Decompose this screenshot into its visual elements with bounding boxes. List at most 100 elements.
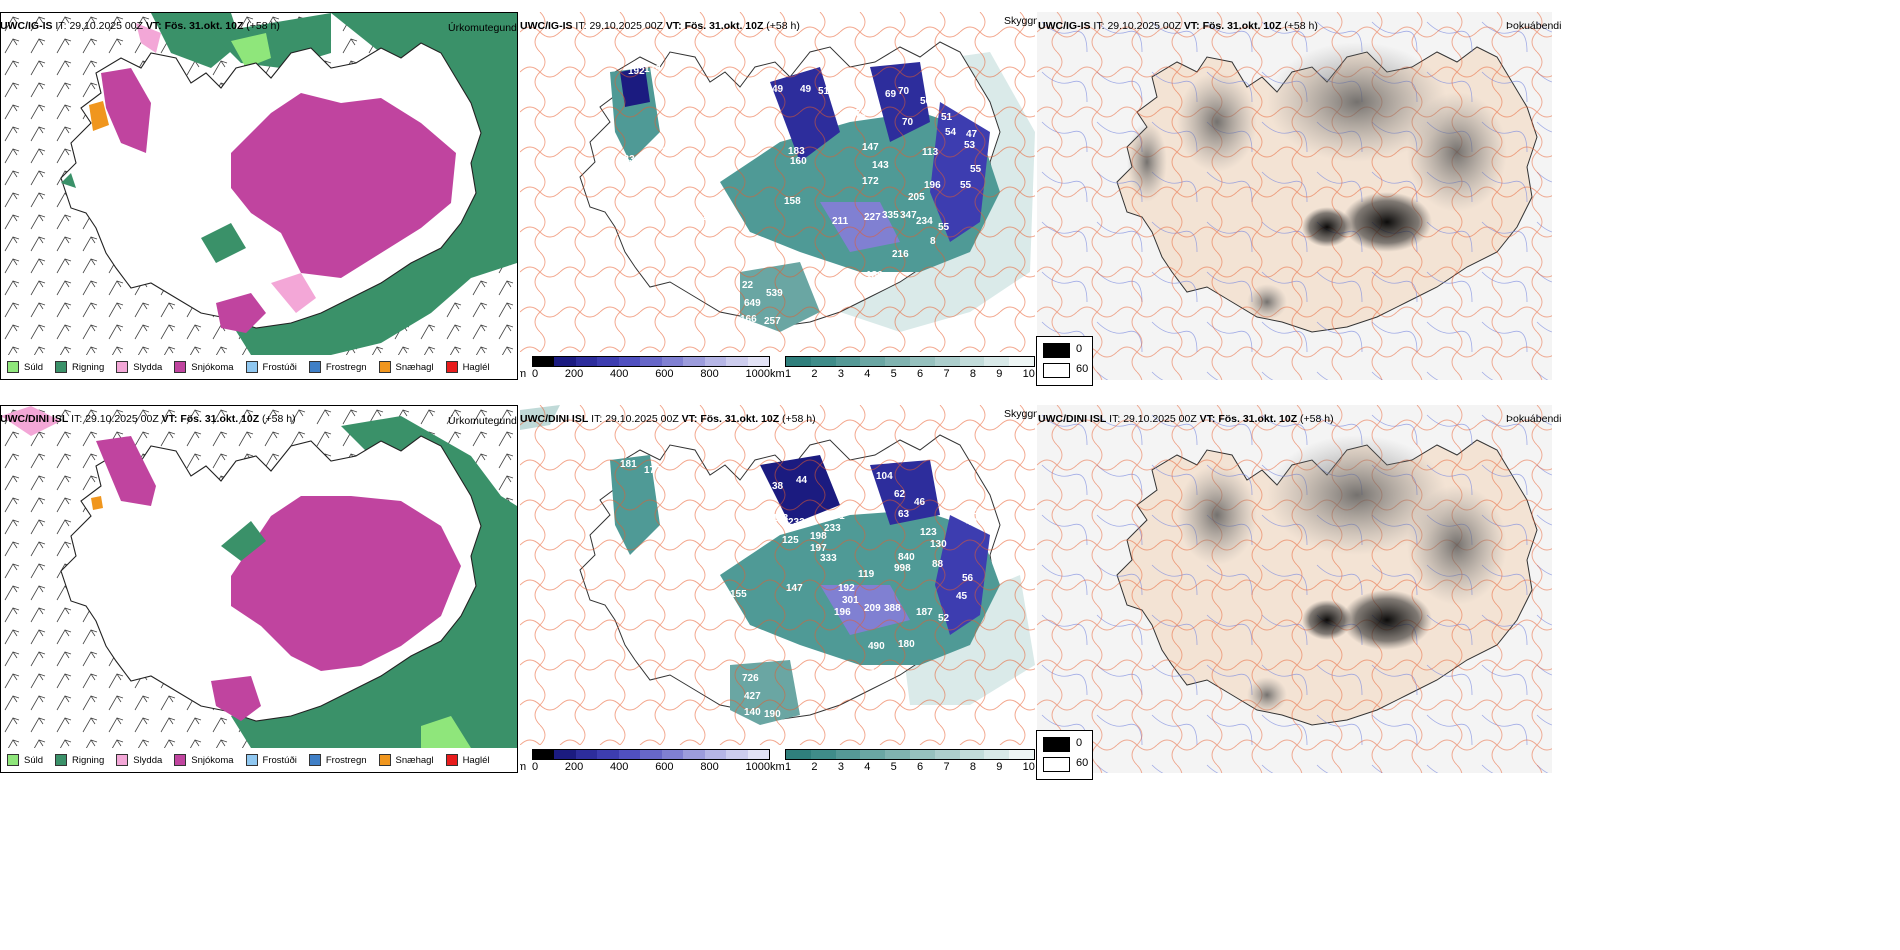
cloud-panel-bottom: 181 177 88 99 62 38 44 52 104 64 62 46 1… <box>520 405 1035 773</box>
cloud-value: 197 <box>810 543 827 554</box>
cloud-value: 118 <box>752 132 769 143</box>
cloud-value: 490 <box>868 641 885 652</box>
fog-label-bottom: Þokuábendi <box>1506 413 1562 425</box>
cloud-value: 147 <box>786 583 803 594</box>
cloud-value: 196 <box>924 180 941 191</box>
tick-label: 800 <box>700 368 719 380</box>
tick-label: 1 <box>785 761 792 773</box>
km-colorbar-strip <box>785 356 1035 367</box>
cloud-value: 140 <box>744 707 761 718</box>
cloud-value: 49 <box>772 84 784 95</box>
cloud-value: 55 <box>970 164 982 175</box>
cloud-value: 54 <box>945 127 957 138</box>
tick-label: 5 <box>890 761 897 773</box>
tick-label: 400 <box>610 761 629 773</box>
height-colorbar-strip <box>532 749 770 760</box>
tick-label: 0 <box>532 761 539 773</box>
panel-title-cloud-bottom: UWC/DINI ISL IT: 29.10.2025 00Z VT: Fös.… <box>520 413 816 425</box>
legend-item: Snæhagl <box>378 361 434 373</box>
cloud-value: 95 <box>726 99 738 110</box>
cloud-value: 108 <box>662 146 679 157</box>
legend-item: Haglél <box>445 361 490 373</box>
cloud-value: 190 <box>764 709 781 720</box>
cloud-value: 130 <box>930 539 947 550</box>
cloud-value: 125 <box>782 535 799 546</box>
precip-type-label-bottom: Úrkomutegund <box>448 415 517 427</box>
legend-item: Snjókoma <box>174 754 234 766</box>
cloud-value: 158 <box>784 196 801 207</box>
cloud-value: 216 <box>892 249 909 260</box>
km-colorbar-bottom: km 1 2 3 4 5 6 7 8 9 10 <box>770 749 1035 773</box>
height-unit: m <box>520 761 527 773</box>
tick-label: 4 <box>864 368 871 380</box>
legend-item: Snjókoma <box>174 361 234 373</box>
cloud-value: 63 <box>898 509 910 520</box>
fog-swatch-60 <box>1043 363 1070 378</box>
cloud-value: 184 <box>706 200 723 211</box>
cloud-value: 192 <box>628 66 645 77</box>
cloud-value: 51 <box>818 86 830 97</box>
cloud-value: 22 <box>742 280 754 291</box>
precip-type-map-top <box>1 13 517 355</box>
cloud-value: 335 <box>882 210 899 221</box>
legend-item: Frostúði <box>245 361 297 373</box>
precip-legend-bottom: Súld Rigning Slydda Snjókoma Frostúði Fr… <box>1 748 517 772</box>
fog-panel-bottom <box>1037 405 1552 773</box>
cloud-value: 46 <box>914 497 926 508</box>
tick-label: 9 <box>996 761 1003 773</box>
cloud-value: 229 <box>702 212 719 223</box>
tick-label: 8 <box>969 761 976 773</box>
cloud-map-top: 192 179 49 191 149 95 49 49 51 32 69 70 … <box>520 12 1035 352</box>
legend-item: Frostregn <box>308 754 367 766</box>
tick-label: 7 <box>943 761 950 773</box>
cloud-values-bottom: 181 177 88 99 62 38 44 52 104 64 62 46 1… <box>620 459 978 720</box>
cloud-value: 113 <box>922 147 939 158</box>
cloud-value: 257 <box>764 316 781 327</box>
cloud-value: 186 <box>866 270 883 281</box>
skyggni-label-bottom: Skyggni <box>1004 408 1042 420</box>
cloud-value: 649 <box>744 298 761 309</box>
cloud-values-top: 192 179 49 191 149 95 49 49 51 32 69 70 … <box>618 64 982 327</box>
cloud-value: 42 <box>966 517 978 528</box>
cloud-value: 88 <box>932 559 944 570</box>
cloud-value: 70 <box>902 117 914 128</box>
cloud-value: 160 <box>790 156 807 167</box>
cloud-value: 840 <box>898 552 915 563</box>
fog-swatch-0 <box>1043 737 1070 752</box>
tick-label: 1000 <box>745 368 770 380</box>
cloud-value: 179 <box>644 64 661 75</box>
cloud-value: 50 <box>920 96 932 107</box>
panel-title-fog-top: UWC/IG-IS IT: 29.10.2025 00Z VT: Fös. 31… <box>1038 20 1318 32</box>
cloud-value: 133 <box>618 154 635 165</box>
tick-label: 800 <box>700 761 719 773</box>
precip-type-panel-bottom: Súld Rigning Slydda Snjókoma Frostúði Fr… <box>0 405 518 773</box>
cloud-value: 155 <box>730 589 747 600</box>
fog-swatch-0 <box>1043 343 1070 358</box>
tick-label: 1 <box>785 368 792 380</box>
tick-label: 2 <box>811 761 818 773</box>
cloud-value: 70 <box>898 86 910 97</box>
km-colorbar-top: km 1 2 3 4 5 6 7 8 9 10 <box>770 356 1035 380</box>
height-colorbar-bottom: m 0 200 400 600 800 1000 <box>520 749 770 773</box>
tick-label: 7 <box>943 368 950 380</box>
legend-item: Rigning <box>55 361 104 373</box>
cloud-value: 44 <box>796 475 808 486</box>
km-colorbar-strip <box>785 749 1035 760</box>
cloud-value: 42 <box>966 506 978 517</box>
cloud-value: 187 <box>916 607 933 618</box>
cloud-value: 104 <box>876 471 893 482</box>
cloud-value: 388 <box>884 603 901 614</box>
cloud-value: 8 <box>930 236 936 247</box>
legend-item: Súld <box>7 754 43 766</box>
cloud-value: 56 <box>962 573 974 584</box>
cloud-value: 38 <box>772 481 784 492</box>
tick-label: 200 <box>564 368 584 380</box>
panel-title-cloud-top: UWC/IG-IS IT: 29.10.2025 00Z VT: Fös. 31… <box>520 20 800 32</box>
cloud-value: 55 <box>938 222 950 233</box>
cloud-value: 726 <box>742 673 759 684</box>
cloud-value: 347 <box>900 210 917 221</box>
tick-label: 10 <box>1022 368 1035 380</box>
tick-label: 4 <box>864 761 871 773</box>
fog-box-legend-top: 0 60 <box>1036 336 1093 386</box>
fog-map-bottom <box>1037 405 1552 773</box>
